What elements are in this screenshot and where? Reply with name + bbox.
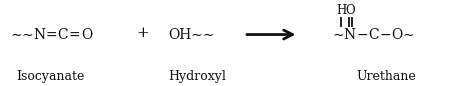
Text: H: H: [336, 4, 346, 17]
Text: Hydroxyl: Hydroxyl: [168, 70, 226, 83]
Text: ∼∼N$\!=\!$C$\!=\!$O: ∼∼N$\!=\!$C$\!=\!$O: [10, 27, 94, 42]
Text: Urethane: Urethane: [356, 70, 416, 83]
Text: O: O: [346, 4, 355, 17]
Text: ∼N$\!-\!$C$\!-\!$O∼: ∼N$\!-\!$C$\!-\!$O∼: [331, 27, 414, 42]
Text: OH∼∼: OH∼∼: [168, 28, 215, 42]
Text: Isocyanate: Isocyanate: [16, 70, 84, 83]
Text: +: +: [136, 26, 149, 40]
